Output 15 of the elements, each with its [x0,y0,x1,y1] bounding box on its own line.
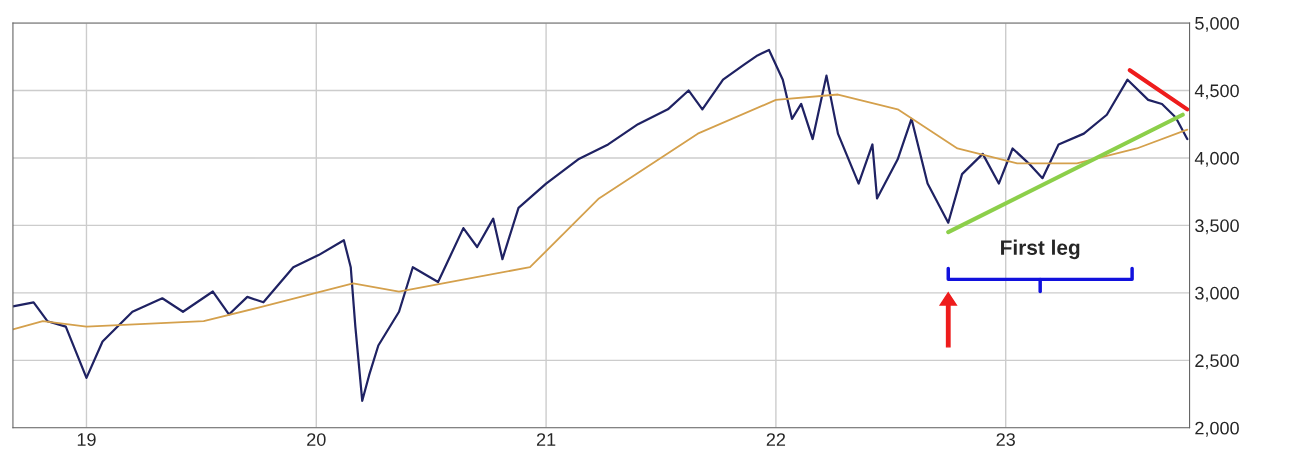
line-series [12,93,1189,331]
y-tick-label: 2,000 [1195,421,1239,437]
annotation: First leg [1001,239,1080,260]
x-tick-label: 22 [766,433,786,446]
x-tick-label: 20 [307,433,326,446]
line-series [12,48,1189,402]
x-tick-label: 21 [536,433,556,446]
y-tick-label: 5,000 [1195,16,1239,32]
y-tick-label: 4,500 [1194,84,1239,100]
y-tick-label: 4,000 [1194,151,1239,167]
y-tick-label: 3,500 [1195,219,1239,235]
y-tick-label: 3,000 [1195,286,1239,302]
x-tick-label: 19 [77,433,96,446]
y-tick-label: 2,500 [1195,354,1239,370]
x-tick-label: 23 [996,433,1015,446]
